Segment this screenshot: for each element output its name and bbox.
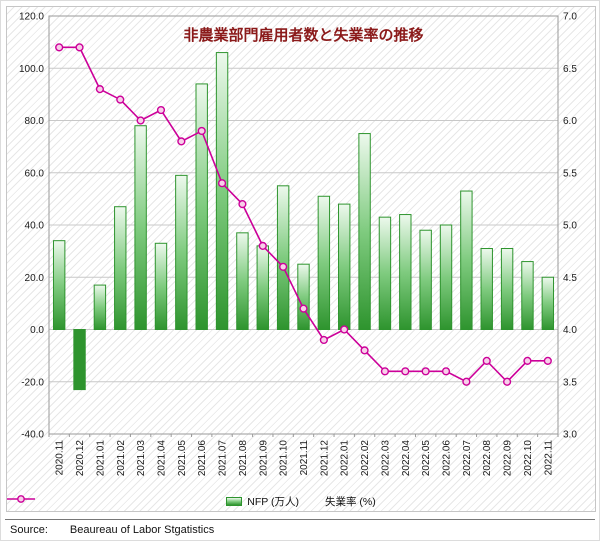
- legend-item-nfp: NFP (万人): [226, 494, 299, 509]
- bar-swatch-icon: [226, 497, 243, 506]
- svg-text:2022.06: 2022.06: [442, 440, 453, 477]
- svg-text:2021.12: 2021.12: [319, 440, 330, 477]
- svg-text:80.0: 80.0: [25, 116, 45, 127]
- legend-label-nfp: NFP (万人): [247, 496, 299, 508]
- svg-text:2021.09: 2021.09: [258, 440, 269, 477]
- chart-area: 120.0 100.0 80.0 60.0 40.0 20.0 0.0 -20.0 -40.0 7…: [6, 6, 596, 512]
- svg-text:2022.11: 2022.11: [543, 440, 554, 476]
- svg-text:2022.08: 2022.08: [482, 440, 493, 477]
- svg-text:100.0: 100.0: [19, 64, 44, 75]
- legend: NFP (万人) 失業率 (%): [7, 494, 595, 509]
- svg-text:5.0: 5.0: [563, 221, 577, 232]
- svg-text:2021.03: 2021.03: [136, 440, 147, 477]
- legend-label-unemployment: 失業率 (%): [324, 496, 376, 508]
- line-marker-icon: [7, 495, 35, 503]
- svg-text:2022.10: 2022.10: [523, 440, 534, 477]
- svg-text:2022.05: 2022.05: [421, 440, 432, 477]
- svg-text:5.5: 5.5: [563, 168, 577, 179]
- svg-text:3.5: 3.5: [563, 377, 577, 388]
- svg-text:2021.08: 2021.08: [238, 440, 249, 477]
- svg-text:2022.04: 2022.04: [401, 440, 412, 477]
- divider: [5, 519, 595, 520]
- svg-text:2021.10: 2021.10: [279, 440, 290, 477]
- svg-text:2021.04: 2021.04: [156, 440, 167, 477]
- svg-text:2022.07: 2022.07: [462, 440, 473, 477]
- svg-text:2022.03: 2022.03: [380, 440, 391, 477]
- svg-text:2022.02: 2022.02: [360, 440, 371, 477]
- svg-text:2022.01: 2022.01: [340, 440, 351, 477]
- svg-text:2021.02: 2021.02: [116, 440, 127, 477]
- svg-text:2022.09: 2022.09: [503, 440, 514, 477]
- chart-title: 非農業部門雇用者数と失業率の推移: [183, 27, 424, 44]
- svg-text:0.0: 0.0: [30, 325, 44, 336]
- svg-text:2021.05: 2021.05: [177, 440, 188, 477]
- svg-text:3.0: 3.0: [563, 430, 577, 441]
- svg-text:40.0: 40.0: [25, 221, 45, 232]
- legend-item-unemployment: 失業率 (%): [7, 494, 376, 509]
- source-row: Source: Beaureau of Labor Stgatistics: [10, 524, 214, 536]
- svg-text:7.0: 7.0: [563, 12, 577, 23]
- svg-text:4.5: 4.5: [563, 273, 577, 284]
- svg-text:2020.11: 2020.11: [55, 440, 66, 476]
- svg-text:-40.0: -40.0: [21, 430, 44, 441]
- svg-text:4.0: 4.0: [563, 325, 577, 336]
- svg-text:2021.06: 2021.06: [197, 440, 208, 477]
- svg-text:2020.12: 2020.12: [75, 440, 86, 477]
- svg-text:-20.0: -20.0: [21, 377, 44, 388]
- svg-text:2021.07: 2021.07: [218, 440, 229, 477]
- source-text: Beaureau of Labor Stgatistics: [69, 524, 215, 536]
- svg-text:60.0: 60.0: [25, 168, 45, 179]
- svg-text:2021.11: 2021.11: [299, 440, 310, 476]
- svg-text:6.5: 6.5: [563, 64, 577, 75]
- svg-text:2021.01: 2021.01: [95, 440, 106, 477]
- source-label: Source:: [10, 524, 48, 536]
- svg-text:20.0: 20.0: [25, 273, 45, 284]
- combo-chart: 120.0 100.0 80.0 60.0 40.0 20.0 0.0 -20.0 -40.0 7…: [19, 12, 577, 477]
- svg-text:6.0: 6.0: [563, 116, 577, 127]
- svg-text:120.0: 120.0: [19, 12, 44, 23]
